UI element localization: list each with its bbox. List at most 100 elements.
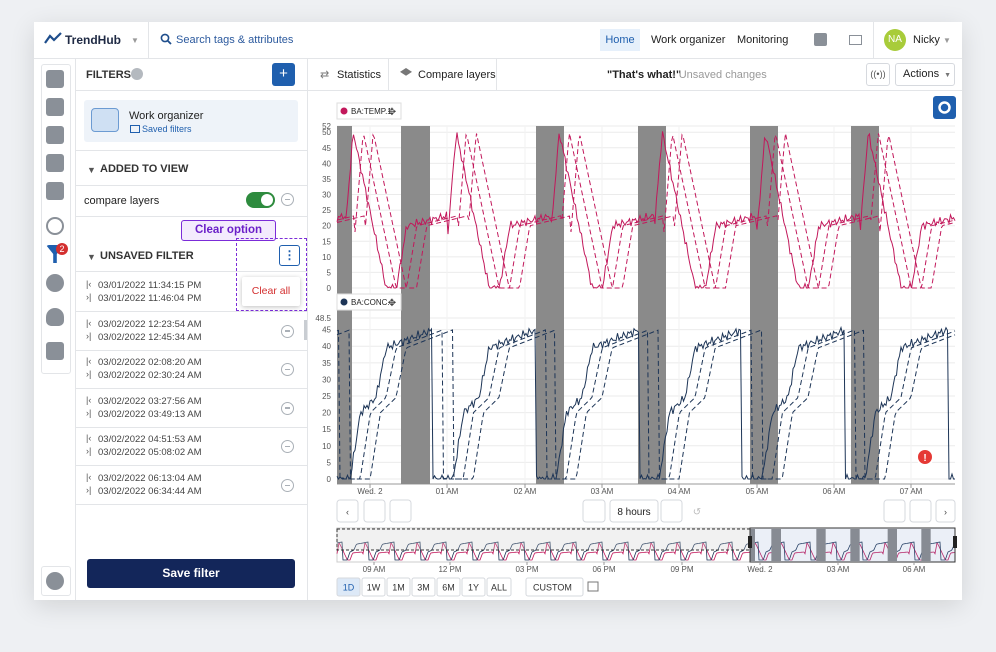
range-start: 03/02/2022 02:08:20 AM	[98, 357, 202, 369]
y-tick-label: 50	[322, 128, 331, 137]
collapse-icon[interactable]: ▼	[87, 252, 96, 262]
search-icon[interactable]	[46, 217, 64, 235]
avatar[interactable]: NA	[884, 29, 906, 51]
chart-type-button[interactable]	[582, 499, 606, 523]
settings-icon[interactable]	[46, 572, 64, 590]
navigator-label: Wed. 2	[747, 565, 773, 574]
help-button[interactable]	[814, 33, 827, 46]
remove-range-button[interactable]	[281, 479, 294, 492]
clock-button[interactable]	[909, 499, 932, 523]
comment-icon[interactable]	[46, 154, 64, 172]
navigator-band	[921, 529, 931, 561]
range-end: 03/02/2022 06:34:44 AM	[98, 486, 202, 497]
clear-all-item[interactable]: Clear all	[242, 277, 300, 306]
scrollbar	[304, 320, 307, 340]
range-start: 03/02/2022 04:51:53 AM	[98, 434, 202, 446]
navigator-selection[interactable]	[749, 527, 956, 563]
event-band	[750, 126, 778, 484]
divider	[75, 311, 307, 312]
tag-icon[interactable]	[46, 70, 64, 88]
toggle[interactable]	[246, 192, 275, 208]
saved-filters-link[interactable]: Saved filters	[142, 124, 192, 134]
collapse-icon[interactable]: ▼	[87, 165, 96, 175]
y-tick-label: 0	[327, 284, 332, 293]
folder-card[interactable]	[84, 100, 298, 142]
rail-divider	[75, 58, 76, 600]
graph-icon[interactable]	[46, 98, 64, 116]
y-tick-label: 45	[322, 326, 331, 335]
navigator-label: 12 PM	[438, 565, 461, 574]
x-tick-label: 06 AM	[823, 487, 846, 496]
broadcast-button[interactable]: ((•))	[866, 63, 890, 86]
tag-color-dot	[340, 107, 348, 115]
period-button[interactable]	[609, 499, 659, 523]
calendar-button[interactable]	[363, 499, 386, 523]
prev-button[interactable]	[336, 499, 359, 523]
event-band	[851, 126, 879, 484]
next-button[interactable]	[935, 499, 956, 523]
help-icon[interactable]	[131, 68, 143, 80]
navigator-label: 03 PM	[515, 565, 538, 574]
y-tick-label: 48.5	[315, 314, 331, 323]
range-button[interactable]	[461, 577, 486, 597]
range-button[interactable]	[436, 577, 461, 597]
mail-button[interactable]	[849, 35, 862, 45]
range-button[interactable]	[361, 577, 386, 597]
divider	[148, 22, 149, 58]
remove-range-button[interactable]	[281, 324, 294, 338]
x-tick-label: 03 AM	[591, 487, 614, 496]
end-icon: ›|	[86, 446, 92, 457]
remove-range-button[interactable]	[281, 363, 294, 377]
remove-range-button[interactable]	[281, 401, 294, 415]
user-name[interactable]: Nicky	[913, 34, 940, 46]
range-end: 03/02/2022 05:08:02 AM	[98, 447, 202, 459]
logo-dropdown[interactable]: ▼	[131, 36, 139, 45]
nav-home[interactable]: Home	[600, 29, 640, 51]
tag-label: BA:CONC.1	[351, 298, 395, 307]
range-button[interactable]	[411, 577, 436, 597]
save-filter-button[interactable]: Save filter	[87, 559, 295, 588]
custom-icon[interactable]	[587, 581, 599, 592]
nav-monitoring[interactable]: Monitoring	[737, 34, 789, 46]
navigator-band	[850, 529, 860, 561]
alert-icon	[916, 448, 934, 466]
rail	[41, 64, 71, 374]
user-dropdown[interactable]: ▼	[943, 36, 951, 45]
trace-line	[336, 329, 956, 480]
settings-button[interactable]	[933, 96, 956, 119]
add-filter-button[interactable]: +	[272, 63, 295, 86]
navigator-handle[interactable]	[748, 536, 752, 548]
x-tick-label: Wed. 2	[357, 487, 383, 496]
logo-icon	[44, 32, 62, 44]
lock-button[interactable]	[660, 499, 683, 523]
range-start: 03/02/2022 12:23:54 AM	[98, 318, 202, 330]
nav-work-organizer[interactable]: Work organizer	[651, 34, 726, 46]
range-button-label: 1D	[343, 583, 355, 593]
idea-icon[interactable]	[46, 308, 64, 326]
clock-button[interactable]	[389, 499, 412, 523]
compare-layers-tab[interactable]: Compare layers	[418, 69, 496, 81]
range-button[interactable]	[486, 577, 512, 597]
y-tick-label: 10	[322, 253, 331, 262]
range-button[interactable]	[386, 577, 411, 597]
menu-button[interactable]: ⋮	[279, 245, 300, 266]
divider	[75, 271, 307, 272]
divider	[75, 216, 307, 217]
statistics-tab[interactable]: Statistics	[337, 69, 382, 81]
end-icon: ›|	[86, 485, 92, 495]
navigator-handle[interactable]	[953, 536, 957, 548]
actions-button[interactable]: Actions ▼	[895, 63, 955, 86]
layers-icon[interactable]	[46, 126, 64, 144]
added-section-title: ADDED TO VIEW	[100, 163, 189, 175]
calendar-button[interactable]	[883, 499, 906, 523]
start-icon: |‹	[86, 394, 92, 405]
remove-range-button[interactable]	[281, 440, 294, 454]
remove-button[interactable]	[281, 193, 294, 206]
range-button[interactable]	[336, 577, 361, 597]
search-input[interactable]: Search tags & attributes	[176, 34, 294, 46]
toggle-knob	[261, 194, 273, 206]
custom-button[interactable]	[525, 577, 584, 597]
dashboard-icon[interactable]	[46, 182, 64, 200]
analytics-icon[interactable]	[46, 342, 64, 360]
fingerprint-icon[interactable]	[46, 274, 64, 292]
